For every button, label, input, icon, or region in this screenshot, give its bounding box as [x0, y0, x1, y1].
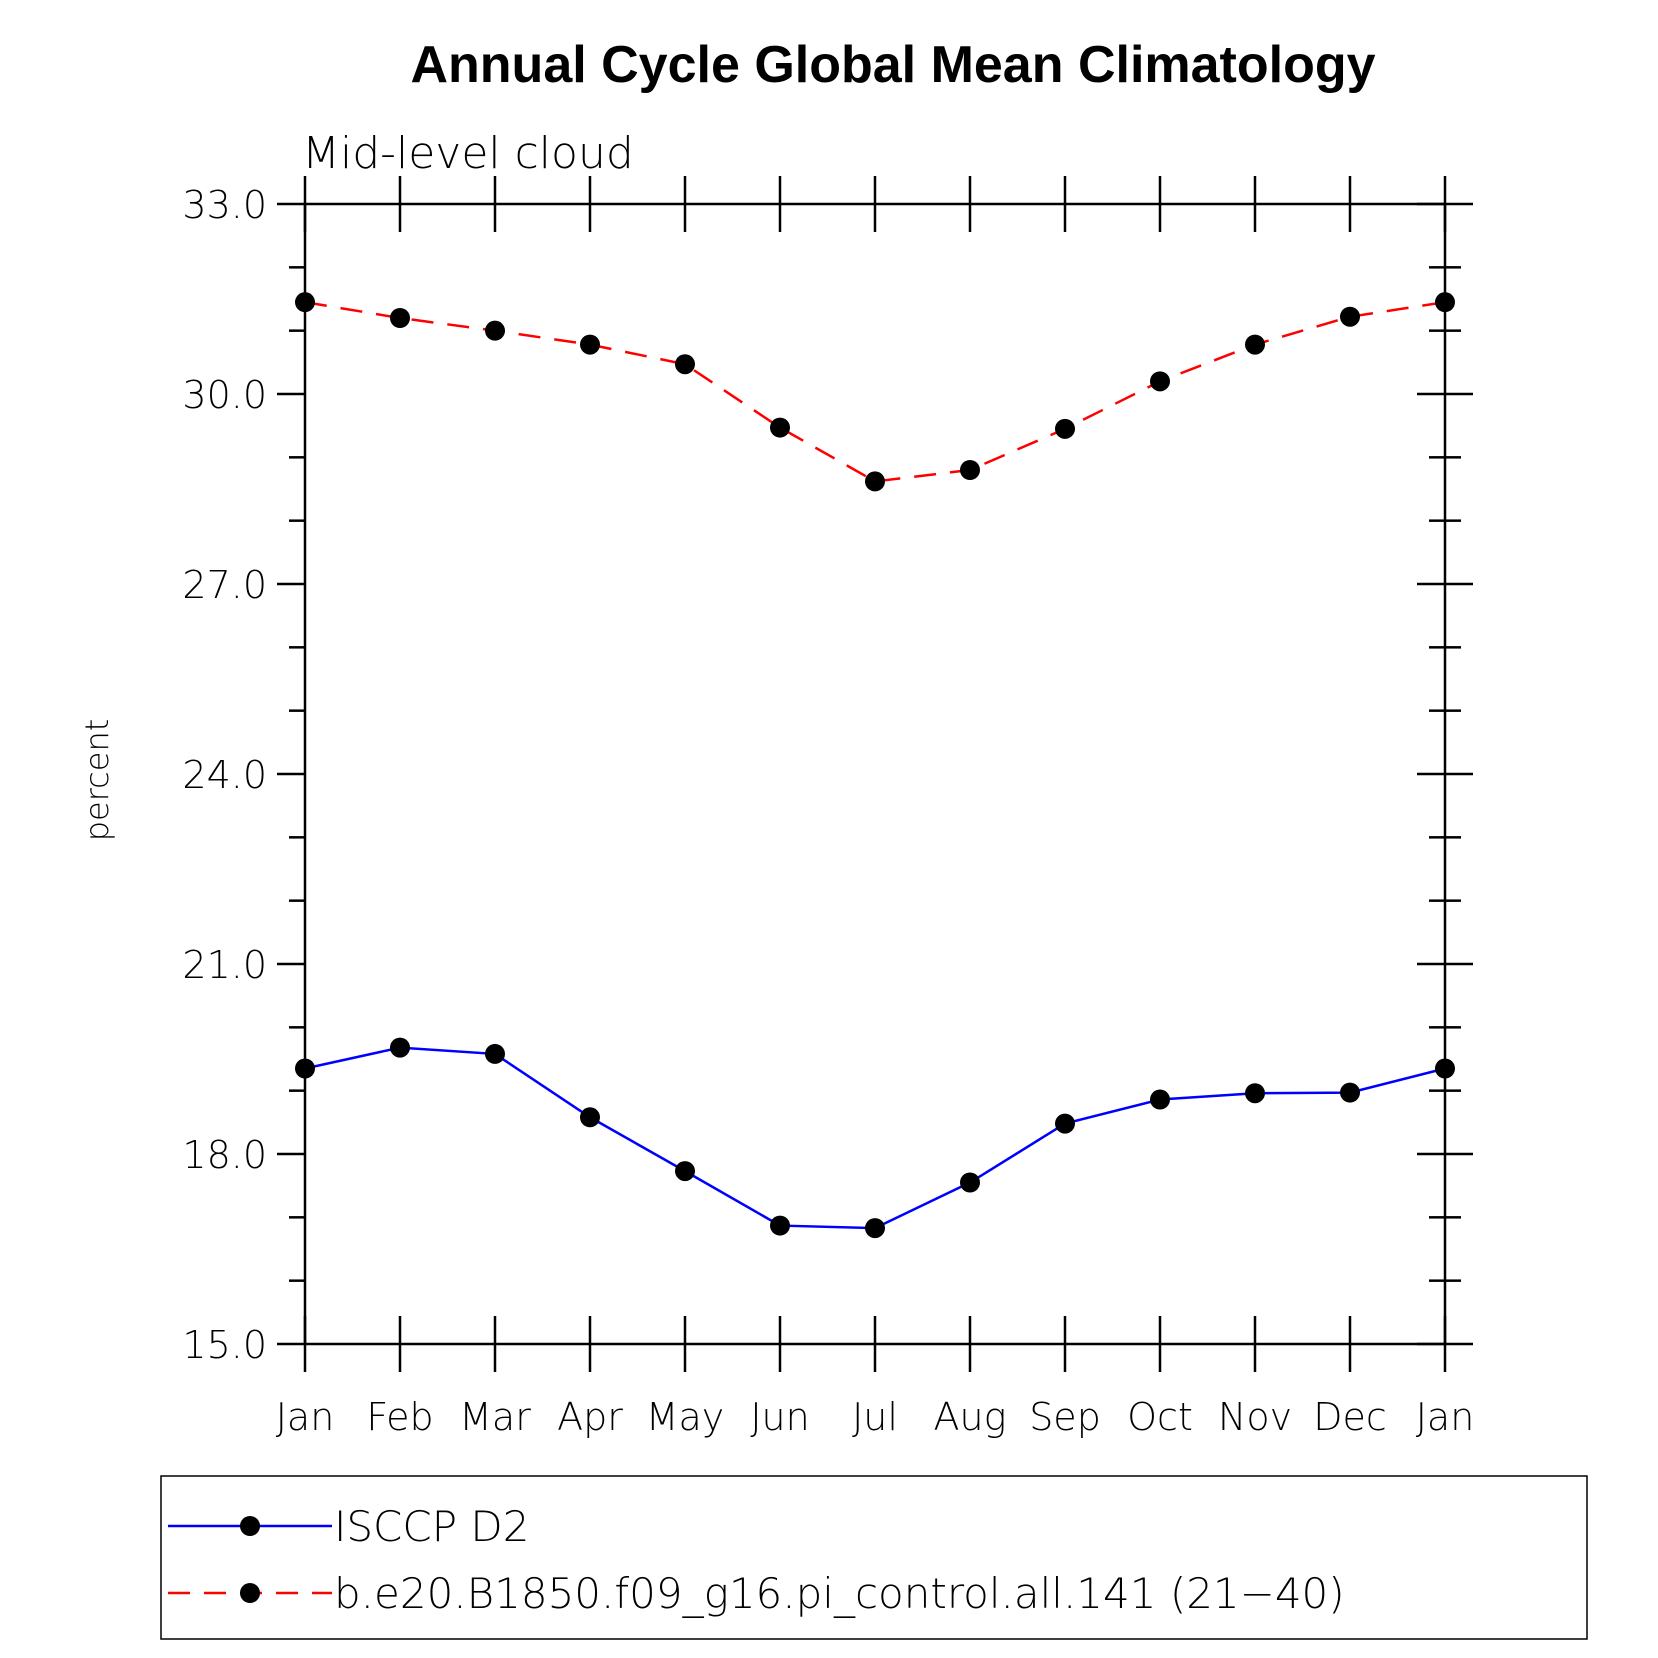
data-point — [960, 460, 980, 480]
chart-subtitle: Mid-level cloud — [302, 128, 634, 179]
data-point — [295, 292, 315, 313]
y-tick-label: 21.0 — [182, 943, 267, 987]
legend-label-2: b.e20.B1850.f09_g16.pi_control.all.141 (… — [334, 1569, 1345, 1618]
x-tick-label: Apr — [557, 1395, 623, 1439]
data-point — [485, 320, 505, 341]
data-point — [1150, 371, 1170, 392]
legend-marker — [240, 1583, 260, 1603]
data-point — [1055, 1113, 1075, 1134]
data-point — [390, 1037, 410, 1058]
y-axis-label: percent — [78, 719, 116, 842]
x-tick-label: Feb — [366, 1395, 433, 1439]
data-point — [295, 1058, 315, 1079]
x-tick-labels: Jan Feb Mar Apr May Jun Jul Aug Sep Oct Nov Dec Jan — [276, 1395, 1475, 1439]
y-tick-label: 18.0 — [182, 1133, 267, 1177]
legend-marker — [240, 1516, 260, 1536]
x-tick-label: May — [646, 1395, 725, 1439]
data-point — [675, 354, 695, 375]
x-tick-label: Dec — [1313, 1395, 1387, 1439]
data-point — [1340, 1082, 1360, 1103]
x-tick-label: Nov — [1218, 1395, 1292, 1439]
chart-title: Annual Cycle Global Mean Climatology — [410, 36, 1375, 94]
axis-ticks — [277, 176, 1473, 1372]
data-point — [1435, 292, 1455, 313]
data-point — [865, 471, 885, 492]
data-point — [1340, 306, 1360, 327]
x-tick-label: Oct — [1127, 1395, 1193, 1439]
x-tick-label: Jan — [276, 1395, 335, 1439]
data-point — [1150, 1089, 1170, 1110]
x-tick-label: Mar — [459, 1395, 531, 1439]
x-tick-label: Jan — [1416, 1395, 1475, 1439]
legend: ISCCP D2 b.e20.B1850.f09_g16.pi_control.a… — [168, 1502, 1345, 1618]
data-point — [770, 417, 790, 438]
y-tick-label: 33.0 — [182, 183, 267, 227]
x-tick-label: Jun — [750, 1395, 809, 1439]
data-point — [580, 1107, 600, 1128]
data-point — [675, 1161, 695, 1182]
y-tick-labels: 15.0 18.0 21.0 24.0 27.0 30.0 33.0 — [182, 183, 267, 1367]
series-line-2 — [304, 300, 1446, 483]
data-point — [1245, 334, 1265, 355]
data-point — [1435, 1058, 1455, 1079]
x-tick-label: Aug — [934, 1395, 1007, 1439]
y-tick-label: 27.0 — [182, 563, 267, 607]
legend-box — [160, 1475, 1588, 1640]
data-point — [390, 308, 410, 328]
x-tick-label: Jul — [852, 1395, 898, 1439]
y-tick-label: 30.0 — [182, 373, 267, 417]
x-tick-label: Sep — [1029, 1395, 1101, 1439]
legend-label-1: ISCCP D2 — [334, 1502, 529, 1551]
series-layer — [295, 292, 1455, 1239]
data-point — [770, 1215, 790, 1236]
data-point — [960, 1172, 980, 1193]
data-point — [580, 334, 600, 355]
data-point — [485, 1043, 505, 1064]
data-point — [1245, 1083, 1265, 1104]
y-tick-label: 24.0 — [182, 753, 267, 797]
data-point — [865, 1218, 885, 1239]
data-point — [1055, 418, 1075, 439]
plot-frame — [303, 202, 1447, 1346]
series-line-1 — [304, 1046, 1446, 1230]
y-tick-label: 15.0 — [182, 1323, 267, 1367]
